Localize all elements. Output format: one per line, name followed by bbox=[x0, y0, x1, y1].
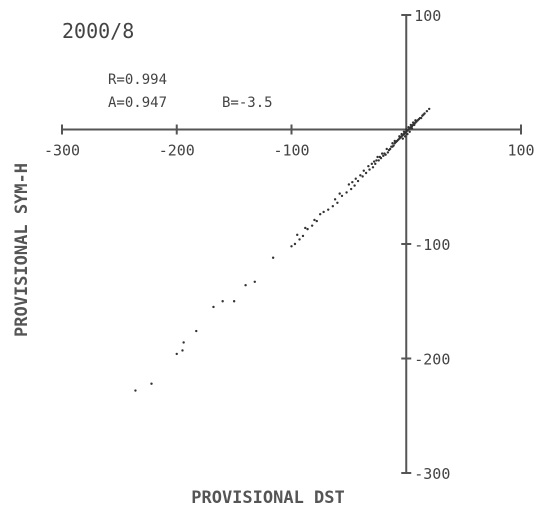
data-point bbox=[310, 224, 314, 227]
data-point bbox=[322, 210, 325, 214]
data-point bbox=[298, 238, 301, 241]
data-point bbox=[315, 219, 318, 223]
data-point bbox=[364, 171, 368, 175]
x-tick-label: 100 bbox=[507, 142, 534, 160]
data-point bbox=[401, 137, 405, 140]
data-point bbox=[367, 164, 370, 168]
data-point bbox=[408, 130, 411, 133]
x-axis-label: PROVISIONAL DST bbox=[191, 488, 345, 508]
data-point bbox=[413, 123, 416, 127]
data-point bbox=[387, 148, 391, 152]
data-point bbox=[181, 349, 184, 352]
data-point bbox=[318, 213, 322, 216]
x-tick-label: -300 bbox=[44, 142, 80, 160]
data-point bbox=[374, 162, 377, 166]
y-axis-label: PROVISIONAL SYM-H bbox=[12, 163, 32, 337]
data-point bbox=[353, 184, 356, 187]
data-point bbox=[304, 226, 307, 230]
data-point bbox=[403, 135, 407, 138]
data-point bbox=[306, 227, 309, 231]
data-point bbox=[380, 152, 384, 155]
data-point bbox=[345, 191, 348, 194]
data-point bbox=[368, 168, 371, 171]
data-point bbox=[182, 341, 185, 344]
data-point bbox=[340, 194, 344, 198]
data-point bbox=[175, 352, 178, 356]
data-point bbox=[392, 144, 395, 147]
stat-b: B=-3.5 bbox=[222, 95, 273, 111]
data-point bbox=[349, 187, 353, 191]
data-point bbox=[383, 152, 386, 155]
data-point bbox=[398, 135, 401, 138]
data-point bbox=[407, 126, 410, 129]
data-point bbox=[301, 234, 305, 238]
data-point bbox=[400, 132, 403, 136]
data-point bbox=[385, 147, 388, 151]
data-point bbox=[382, 154, 385, 158]
data-point bbox=[331, 205, 335, 208]
data-point bbox=[333, 198, 337, 201]
data-point bbox=[150, 382, 153, 385]
data-point bbox=[402, 130, 406, 133]
data-point bbox=[271, 256, 275, 259]
data-point bbox=[253, 280, 256, 283]
data-point bbox=[212, 305, 215, 309]
x-tick-label: -100 bbox=[273, 142, 309, 160]
stat-r: R=0.994 bbox=[108, 72, 167, 88]
data-point bbox=[338, 192, 341, 195]
data-point bbox=[411, 121, 415, 124]
y-tick-label: -200 bbox=[414, 351, 450, 369]
stat-a: A=0.947 bbox=[108, 95, 167, 111]
data-point bbox=[390, 145, 393, 148]
data-point bbox=[386, 151, 390, 154]
data-point bbox=[372, 160, 376, 163]
data-point bbox=[405, 128, 408, 131]
axis-ticks: -300 -200 -100 100 100 -100 -200 -300 bbox=[44, 7, 535, 483]
data-point bbox=[290, 245, 293, 248]
data-point bbox=[351, 180, 354, 184]
data-point bbox=[425, 109, 429, 113]
data-point bbox=[393, 139, 396, 143]
data-point bbox=[336, 201, 339, 204]
data-point bbox=[347, 183, 351, 186]
data-point bbox=[244, 284, 247, 287]
data-point bbox=[361, 175, 364, 178]
chart-title: 2000/8 bbox=[62, 19, 134, 43]
data-point bbox=[375, 159, 378, 162]
data-point bbox=[371, 166, 375, 169]
data-point bbox=[377, 159, 380, 162]
data-point bbox=[423, 112, 426, 115]
data-point bbox=[414, 119, 417, 122]
data-point bbox=[376, 155, 379, 159]
data-point bbox=[362, 169, 365, 172]
data-point bbox=[327, 208, 330, 211]
data-point bbox=[296, 233, 299, 237]
data-point bbox=[419, 116, 423, 120]
y-tick-label: -100 bbox=[414, 236, 450, 254]
data-point bbox=[406, 132, 409, 136]
data-point bbox=[195, 329, 198, 333]
data-point bbox=[134, 389, 137, 392]
data-point bbox=[378, 155, 382, 159]
data-point bbox=[428, 107, 431, 111]
data-point bbox=[232, 300, 236, 303]
data-point bbox=[409, 123, 413, 127]
x-tick-label: -200 bbox=[159, 142, 195, 160]
data-point bbox=[293, 242, 297, 246]
data-point bbox=[410, 127, 414, 130]
data-point bbox=[391, 142, 394, 145]
y-tick-label: -300 bbox=[414, 465, 450, 483]
data-point bbox=[370, 162, 374, 166]
data-points bbox=[134, 107, 431, 392]
data-point bbox=[313, 218, 316, 222]
y-tick-label: 100 bbox=[414, 7, 441, 25]
data-point bbox=[221, 300, 224, 303]
data-point bbox=[356, 179, 360, 183]
data-point bbox=[359, 174, 362, 177]
data-point bbox=[354, 177, 357, 180]
